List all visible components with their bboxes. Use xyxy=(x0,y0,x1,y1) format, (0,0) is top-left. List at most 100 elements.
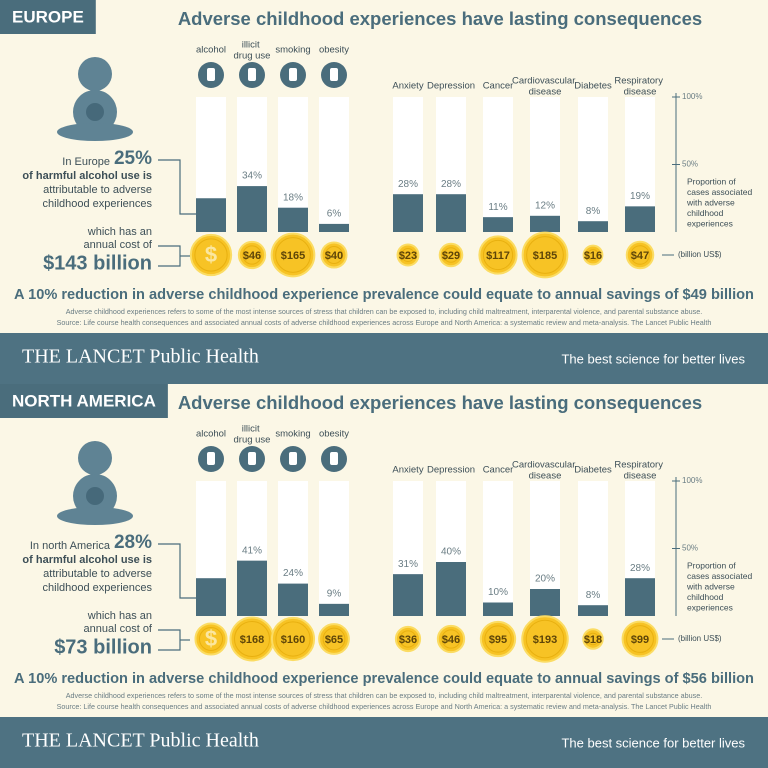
bar xyxy=(278,583,308,616)
brand: THE LANCET Public Health xyxy=(22,346,259,368)
y-tick-label: 50% xyxy=(682,544,698,553)
disease-label: Cardiovascular disease xyxy=(512,459,578,481)
value-label: 24% xyxy=(283,568,303,579)
headline: A 10% reduction in adverse childhood exp… xyxy=(14,287,754,303)
coin-ring xyxy=(275,621,311,657)
disease-label: Cancer xyxy=(483,81,514,92)
bar xyxy=(196,198,226,232)
region-tag xyxy=(0,384,168,418)
child-legs xyxy=(57,507,133,525)
tagline: The best science for better lives xyxy=(561,351,745,366)
coin-ring xyxy=(275,237,311,273)
coin-label: $18 xyxy=(584,634,602,646)
coin-ring xyxy=(322,627,346,651)
bar xyxy=(319,223,349,232)
value-label: 6% xyxy=(327,209,342,220)
cost-intro: annual cost of xyxy=(84,623,153,635)
coin-ring xyxy=(198,626,224,652)
brand: THE LANCET Public Health xyxy=(22,730,259,752)
footer-band xyxy=(0,717,768,768)
coin-label: $16 xyxy=(584,250,602,262)
axis-note: cases associated xyxy=(687,571,752,581)
disease-label: Respiratory disease xyxy=(614,459,665,481)
disease-label: Depression xyxy=(427,81,475,92)
child-head xyxy=(78,441,112,475)
coin-label: $46 xyxy=(243,250,261,262)
coin-ring xyxy=(242,245,262,265)
coin-ring xyxy=(443,247,459,263)
axis-note: Proportion of xyxy=(687,560,736,570)
cost-unit: (billion US$) xyxy=(678,634,722,643)
bar xyxy=(393,574,423,616)
axis-note: with adverse xyxy=(686,581,735,591)
value-label: 40% xyxy=(441,547,461,558)
source: Source: Life course health consequences … xyxy=(57,318,712,327)
coin-label: $47 xyxy=(631,250,649,262)
bracket xyxy=(158,543,196,599)
coin-ring xyxy=(482,239,514,271)
disease-label: Cancer xyxy=(483,465,514,476)
risk-label: smoking xyxy=(275,429,310,440)
value-label: 10% xyxy=(488,587,508,598)
coin-ring xyxy=(399,630,417,648)
axis-note: experiences xyxy=(687,218,733,228)
coin xyxy=(621,620,659,658)
intro-line: attributable to adverse xyxy=(43,184,152,196)
coin-symbol: $ xyxy=(205,626,217,651)
intro-line: childhood experiences xyxy=(43,198,153,210)
bar xyxy=(625,206,655,232)
panel: NORTH AMERICA Adverse childhood experienc… xyxy=(0,384,768,768)
y-tick-label: 50% xyxy=(682,160,698,169)
risk-icon-glyph xyxy=(207,452,215,465)
y-tick-label: 100% xyxy=(682,92,702,101)
coin-ring xyxy=(194,238,228,272)
value-label: 28% xyxy=(398,179,418,190)
axis-note: with adverse xyxy=(686,197,735,207)
region-label: EUROPE xyxy=(12,7,84,26)
coin-label: $165 xyxy=(281,250,305,262)
disease-label: Respiratory disease xyxy=(614,75,665,97)
coin-label: $29 xyxy=(442,250,460,262)
coin-label: $117 xyxy=(486,250,510,262)
cost-intro: annual cost of xyxy=(84,239,153,251)
y-tick-label: 100% xyxy=(682,476,702,485)
value-label: 11% xyxy=(488,202,507,213)
bar xyxy=(278,207,308,232)
footer-band xyxy=(0,333,768,384)
bar xyxy=(436,194,466,232)
total-cost: $143 billion xyxy=(43,252,152,274)
cost-unit: (billion US$) xyxy=(678,250,722,259)
coin xyxy=(396,243,420,267)
disease-label: Depression xyxy=(427,465,475,476)
value-label: 8% xyxy=(586,590,601,601)
coin xyxy=(521,231,569,279)
intro-line: of harmful alcohol use is xyxy=(22,554,152,566)
bar xyxy=(578,605,608,616)
bracket xyxy=(158,159,196,215)
value-label: 41% xyxy=(242,545,262,556)
value-label: 31% xyxy=(398,559,418,570)
child-ball xyxy=(86,103,104,121)
coin-label: $23 xyxy=(399,250,417,262)
tagline: The best science for better lives xyxy=(561,735,745,750)
coin-ring xyxy=(630,245,650,265)
coin-label: $46 xyxy=(442,634,460,646)
bar-background xyxy=(578,481,608,616)
region-tag xyxy=(0,0,96,34)
axis-note: childhood xyxy=(687,592,724,602)
coin xyxy=(438,242,464,268)
footnote: Adverse childhood experiences refers to … xyxy=(66,307,702,316)
intro: In Europe xyxy=(62,156,110,168)
bar-background xyxy=(483,97,513,232)
bar xyxy=(393,194,423,232)
bar xyxy=(436,562,466,616)
bar xyxy=(483,602,513,616)
risk-label: alcohol xyxy=(196,429,226,440)
child-legs xyxy=(57,123,133,141)
coin-ring xyxy=(484,625,512,653)
value-label: 19% xyxy=(630,191,650,202)
coin xyxy=(194,622,228,656)
coin-ring xyxy=(234,621,270,657)
risk-label: illicit drug use xyxy=(234,423,271,445)
